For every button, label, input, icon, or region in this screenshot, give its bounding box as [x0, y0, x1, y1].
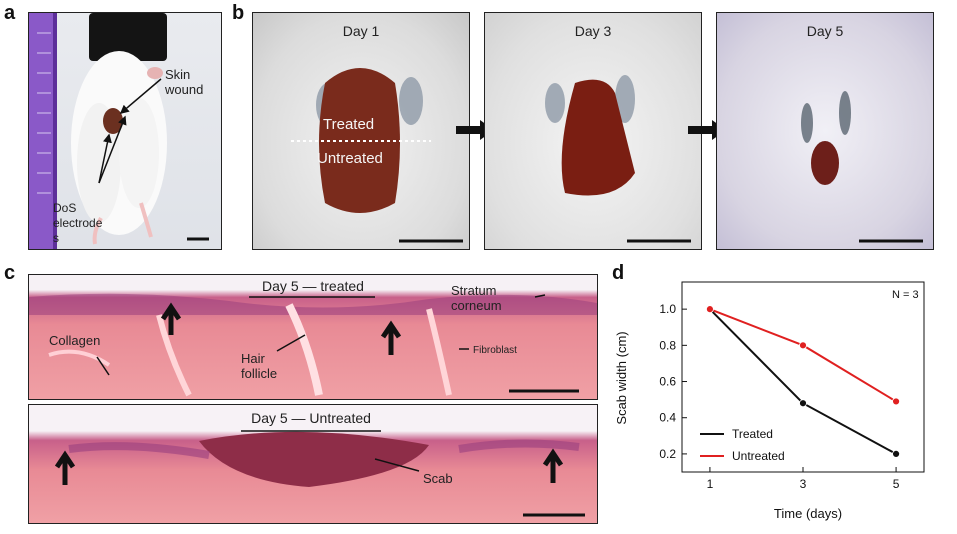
skin-wound-label: Skin wound [165, 67, 204, 97]
histology-untreated: Day 5 — Untreated Scab [28, 404, 598, 524]
histology-treated: Day 5 — treated Stratum corneum Collagen… [28, 274, 598, 400]
data-point-1-1 [799, 341, 807, 350]
wound-day1 [291, 68, 463, 243]
x-axis-label: Time (days) [774, 506, 842, 521]
hair-follicle-label: Hair follicle [241, 351, 278, 381]
treated-histology-title: Day 5 — treated [262, 278, 364, 294]
y-tick-label: 1.0 [659, 302, 676, 316]
wound-photo-day5: Day 5 [716, 12, 934, 250]
wound-photo-day1: Day 1 Treated Untreated [252, 12, 470, 250]
n-label: N = 3 [892, 289, 919, 301]
y-axis-label: Scab width (cm) [614, 331, 629, 424]
electrodes-label: DoS electrode s [53, 201, 103, 245]
panel-letter-a: a [4, 2, 16, 24]
day1-title: Day 1 [342, 23, 380, 39]
panel-letter-b: b [232, 2, 245, 24]
y-tick-label: 0.8 [659, 338, 676, 352]
day5-title: Day 5 [806, 23, 844, 39]
data-point-1-0 [706, 305, 714, 314]
untreated-histology-title: Day 5 — Untreated [251, 410, 371, 426]
plot-frame [681, 281, 925, 473]
scab-width-chart: 0.2 0.4 0.6 0.8 1.0 1 3 5 Treated Untreated N =… [614, 281, 925, 521]
y-tick-label: 0.6 [659, 375, 676, 389]
histology-untreated-tissue [54, 430, 585, 517]
y-tick-label: 0.4 [659, 411, 676, 425]
wound-day5 [801, 91, 923, 243]
wound-photo-day3: Day 3 [484, 12, 702, 250]
untreated-label: Untreated [317, 150, 383, 167]
annotation-arrows [98, 78, 162, 184]
histology-treated-tissue [29, 293, 597, 397]
wound-day3 [545, 75, 691, 243]
panel-letter-c: c [4, 262, 16, 284]
day3-title: Day 3 [574, 23, 612, 39]
x-tick-label: 1 [707, 477, 714, 491]
data-point-0-2 [892, 450, 900, 458]
y-tick-label: 0.2 [659, 447, 676, 461]
x-tick-label: 3 [800, 477, 807, 491]
fibroblast-label: Fibroblast [473, 345, 517, 356]
panel-letter-d: d [612, 262, 625, 284]
collagen-label: Collagen [49, 333, 101, 348]
scab-label: Scab [423, 471, 453, 486]
data-point-1-2 [892, 397, 900, 406]
data-point-0-1 [799, 399, 807, 408]
series-line-1 [709, 308, 897, 403]
treated-label: Treated [323, 116, 375, 133]
x-tick-label: 5 [893, 477, 900, 491]
mouse-illustration [29, 13, 209, 249]
legend-label-0: Treated [732, 427, 773, 441]
legend-label-1: Untreated [732, 449, 785, 463]
stratum-corneum-label: Stratum corneum [451, 283, 502, 313]
mouse-photo: Skin wound DoS electrode s [28, 12, 222, 250]
